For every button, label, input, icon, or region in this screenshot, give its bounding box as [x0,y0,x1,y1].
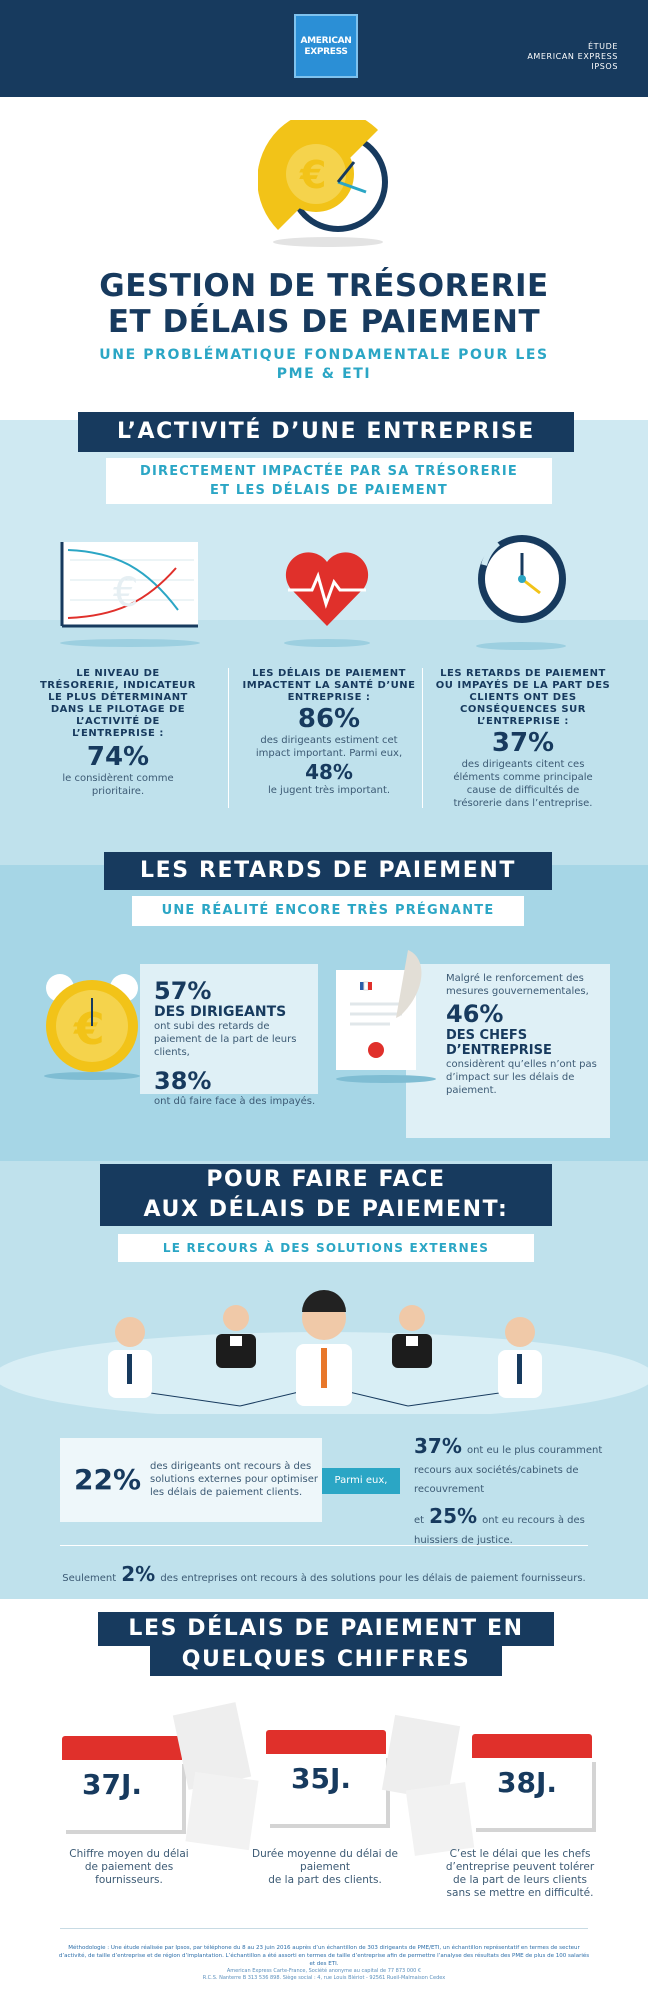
calendar-3: 38J. [472,1734,592,1834]
svg-text:€: € [73,1004,105,1055]
retards-left-content: 57% DES DIRIGEANTS ont subi des retards … [154,978,316,1108]
retards-label-2: DES CHEFS D’ENTREPRISE [446,1028,552,1058]
retards-text-3: considèrent qu’elles n’ont pas d’impact … [446,1059,597,1096]
calendar-2-caption: Durée moyenne du délai de paiement de la… [251,1848,399,1886]
recours-breakdown: 37% ont eu le plus couramment recours au… [414,1434,614,1547]
svg-text:€: € [113,570,138,616]
calendar-1-value: 37J. [81,1768,143,1801]
retards-intro: Malgré le renforcement des mesures gouve… [446,973,589,997]
recours-panel [60,1438,322,1522]
calendar-3-value: 38J. [496,1766,558,1799]
loose-page [185,1771,259,1851]
person-5 [498,1317,542,1398]
retards-stat-3: 46% [446,1000,504,1028]
stat-column-3: LES RETARDS DE PAIEMENT OU IMPAYÉS DE LA… [432,668,614,810]
retards-text-1: ont subi des retards de paiement de la p… [154,1021,297,1058]
column-3-stat: 37% [491,728,555,758]
section-3-divider [60,1545,588,1546]
recours-row-b: et 25% ont eu recours à des huissiers de… [414,1504,614,1547]
recours-text-main: des dirigeants ont recours à des solutio… [150,1461,319,1498]
alarm-clock-icon: € [44,974,140,1080]
retards-label-1: DES DIRIGEANTS [154,1004,287,1020]
calendar-1: 37J. [62,1736,182,1836]
retards-panel-right [406,964,610,1138]
person-4 [392,1305,432,1368]
fournisseurs-pre: Seulement [62,1573,117,1584]
calendar-3-caption: C’est le délai que les chefs d’entrepris… [445,1848,595,1899]
section-2-heading: LES RETARDS DE PAIEMENT [104,852,552,890]
section-3-heading-line-2: AUX DÉLAIS DE PAIEMENT: [100,1194,552,1226]
retards-right-content: Malgré le renforcement des mesures gouve… [446,972,602,1097]
retards-stat-1: 57% [154,977,212,1005]
clock-icon [476,535,566,650]
calendar-2-value: 35J. [290,1762,352,1795]
euro-clock-icon: € [258,120,388,247]
recours-text-a: ont eu le plus couramment recours aux so… [414,1445,603,1495]
calendar-2: 35J. [266,1730,386,1830]
person-2 [216,1305,256,1368]
person-1 [108,1317,152,1398]
recours-stat-main: 22% [74,1463,142,1496]
column-divider [422,668,423,808]
fournisseurs-note: Seulement 2% des entreprises ont recours… [40,1562,608,1586]
section-3-heading-line-1: POUR FAIRE FACE [100,1164,552,1196]
fournisseurs-stat: 2% [121,1562,156,1586]
section-3-subheading: LE RECOURS À DES SOLUTIONS EXTERNES [118,1234,534,1262]
amex-logo[interactable]: AMERICAN EXPRESS [294,14,358,78]
svg-text:€: € [299,153,326,197]
recours-stat-b: 25% [429,1504,478,1528]
fournisseurs-text: des entreprises ont recours à des soluti… [160,1573,586,1584]
section-4-heading-line-1: LES DÉLAIS DE PAIEMENT EN [98,1612,554,1646]
column-1-text: le considèrent comme prioritaire. [62,773,174,797]
column-2-stat-1: 86% [297,704,361,734]
column-2-caption: LES DÉLAIS DE PAIEMENT IMPACTENT LA SANT… [242,668,416,703]
section-1-subheading: DIRECTEMENT IMPACTÉE PAR SA TRÉSORERIE E… [106,458,552,504]
retards-stat-2: 38% [154,1067,212,1095]
column-2-stat-2: 48% [305,760,353,784]
heart-pulse-icon [284,552,370,647]
stat-column-1: LE NIVEAU DE TRÉSORERIE, INDICATEUR LE P… [38,668,198,798]
stat-column-2: LES DÉLAIS DE PAIEMENT IMPACTENT LA SANT… [238,668,420,797]
page-subtitle: UNE PROBLÉMATIQUE FONDAMENTALE POUR LES … [99,347,549,382]
methodology-note: Méthodologie : Une étude réalisée par Ip… [58,1945,590,1967]
column-2-text-1: des dirigeants estiment cet impact impor… [255,735,403,759]
recours-row-a: 37% ont eu le plus couramment recours au… [414,1434,614,1496]
recours-et: et [414,1515,425,1526]
section-1-heading: L’ACTIVITÉ D’UNE ENTREPRISE [78,412,574,452]
people-network-illustration [0,1290,648,1414]
column-2-text-2: le jugent très important. [267,785,391,796]
column-3-text: des dirigeants citent ces éléments comme… [453,759,593,809]
legal-note: American Express Carte-France, Société a… [202,1968,446,1981]
column-1-stat: 74% [86,742,150,772]
study-label: ÉTUDE AMERICAN EXPRESS IPSOS [527,42,618,71]
header-bar: AMERICAN EXPRESS ÉTUDE AMERICAN EXPRESS … [0,0,648,97]
retards-panel-left [140,964,318,1094]
column-1-caption: LE NIVEAU DE TRÉSORERIE, INDICATEUR LE P… [39,668,196,739]
section-2-subheading: UNE RÉALITÉ ENCORE TRÈS PRÉGNANTE [132,896,524,926]
section-4-heading-line-2: QUELQUES CHIFFRES [150,1644,502,1676]
person-3 [296,1290,352,1406]
footer-divider [60,1928,588,1929]
document-quill-icon [336,950,436,1083]
retards-text-2: ont dû faire face à des impayés. [154,1096,316,1107]
calendar-1-caption: Chiffre moyen du délai de paiement des f… [69,1848,189,1886]
recours-stat-a: 37% [414,1434,462,1458]
loose-page [405,1782,475,1856]
recours-text-b: ont eu recours à des huissiers de justic… [414,1515,585,1546]
column-3-caption: LES RETARDS DE PAIEMENT OU IMPAYÉS DE LA… [435,668,611,727]
page-title: GESTION DE TRÉSORERIE ET DÉLAIS DE PAIEM… [99,268,549,340]
declining-chart-icon: € [60,542,200,647]
column-divider [228,668,229,808]
parmi-eux-badge: Parmi eux, [322,1468,400,1494]
